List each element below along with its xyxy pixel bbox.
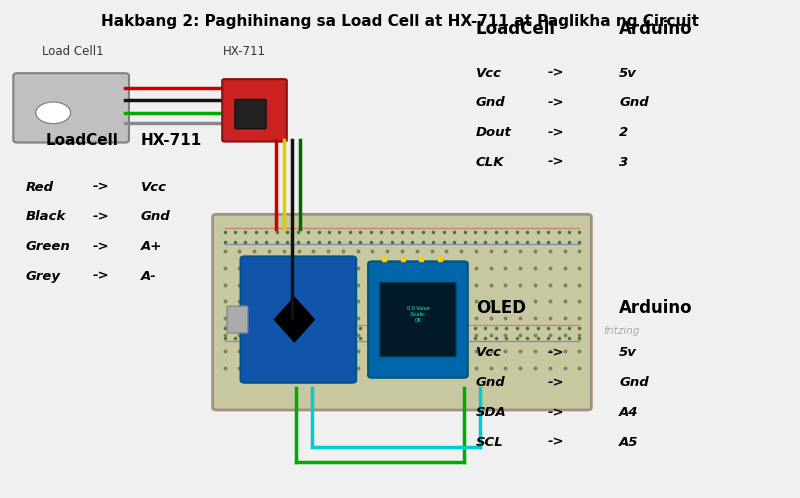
Text: Gnd: Gnd [619, 97, 649, 110]
Text: ->: -> [547, 436, 564, 449]
Text: Green: Green [26, 240, 70, 253]
Text: Load Cell1: Load Cell1 [42, 45, 104, 58]
FancyBboxPatch shape [235, 100, 266, 128]
Text: Vcc: Vcc [141, 181, 167, 194]
Text: Hakbang 2: Paghihinang sa Load Cell at HX-711 at Paglikha ng Circuit: Hakbang 2: Paghihinang sa Load Cell at H… [101, 14, 699, 29]
FancyBboxPatch shape [380, 283, 456, 357]
Text: Arduino: Arduino [619, 19, 693, 38]
Text: 5v: 5v [619, 67, 637, 80]
Text: Gnd: Gnd [141, 210, 170, 223]
FancyBboxPatch shape [368, 261, 468, 378]
FancyBboxPatch shape [241, 256, 356, 382]
Text: ->: -> [93, 270, 110, 283]
Text: ->: -> [93, 210, 110, 223]
Text: 0.0 Value
-Scale-
OK: 0.0 Value -Scale- OK [406, 306, 430, 323]
Circle shape [36, 102, 70, 124]
Text: ->: -> [547, 67, 564, 80]
Text: 3: 3 [619, 156, 629, 169]
Text: ->: -> [93, 240, 110, 253]
FancyBboxPatch shape [213, 214, 591, 410]
Text: A5: A5 [619, 436, 638, 449]
Text: HX-711: HX-711 [141, 132, 202, 147]
Text: ->: -> [547, 347, 564, 360]
Text: ->: -> [547, 126, 564, 139]
Text: A-: A- [141, 270, 157, 283]
Text: ->: -> [547, 406, 564, 419]
Text: OLED: OLED [476, 299, 526, 317]
Polygon shape [274, 297, 314, 342]
Text: Gnd: Gnd [476, 376, 506, 389]
Text: Vcc: Vcc [476, 67, 502, 80]
Text: Black: Black [26, 210, 66, 223]
Text: ->: -> [547, 376, 564, 389]
Text: SCL: SCL [476, 436, 503, 449]
FancyBboxPatch shape [227, 306, 248, 333]
Text: fritzing: fritzing [603, 326, 640, 336]
Text: ->: -> [547, 156, 564, 169]
Text: A+: A+ [141, 240, 162, 253]
Text: HX-711: HX-711 [223, 45, 266, 58]
Text: LoadCell: LoadCell [476, 19, 556, 38]
Text: Gnd: Gnd [476, 97, 506, 110]
Text: 2: 2 [619, 126, 629, 139]
Text: ->: -> [547, 97, 564, 110]
Text: CLK: CLK [476, 156, 504, 169]
FancyBboxPatch shape [14, 73, 129, 142]
Text: SDA: SDA [476, 406, 506, 419]
Text: A4: A4 [619, 406, 638, 419]
Text: LoadCell: LoadCell [46, 132, 118, 147]
Text: Dout: Dout [476, 126, 512, 139]
Text: 5v: 5v [619, 347, 637, 360]
Text: ->: -> [93, 181, 110, 194]
FancyBboxPatch shape [222, 79, 286, 141]
Text: Red: Red [26, 181, 54, 194]
Text: Grey: Grey [26, 270, 60, 283]
Text: Vcc: Vcc [476, 347, 502, 360]
Text: Arduino: Arduino [619, 299, 693, 317]
Text: Gnd: Gnd [619, 376, 649, 389]
